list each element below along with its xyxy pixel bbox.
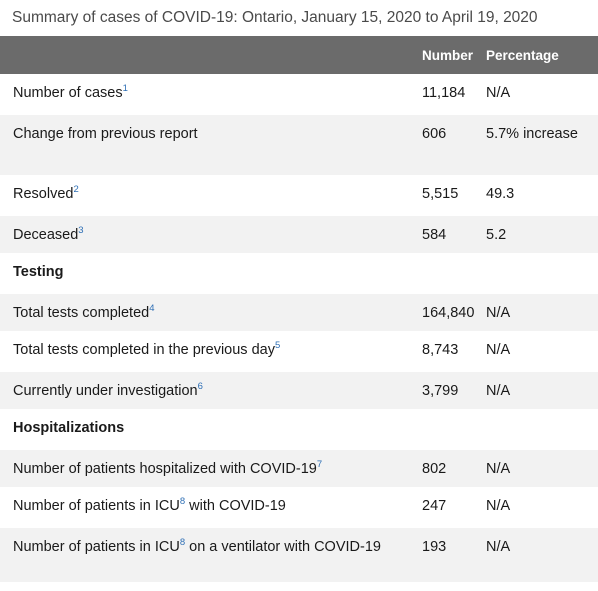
section-heading-row: Hospitalizations — [0, 409, 598, 448]
row-label: Total tests completed in the previous da… — [13, 340, 281, 358]
row-label: Currently under investigation6 — [0, 368, 411, 409]
row-label: Number of cases1 — [13, 83, 128, 101]
row-percentage: N/A — [486, 498, 511, 514]
table-row: Number of patients in ICU8 with COVID-19… — [0, 487, 598, 526]
row-number: 8,743 — [422, 342, 459, 358]
footnote-link[interactable]: 3 — [78, 224, 84, 236]
row-percentage: N/A — [485, 290, 598, 331]
footnote-link[interactable]: 2 — [73, 184, 79, 195]
footnote-link[interactable]: 6 — [197, 380, 203, 392]
row-percentage: N/A — [485, 446, 598, 487]
table-row: Deceased3 584 5.2 — [0, 212, 598, 253]
row-label: Resolved2 — [13, 184, 79, 202]
table-row: Currently under investigation6 3,799 N/A — [0, 368, 598, 409]
footnote-link[interactable]: 7 — [316, 458, 323, 470]
footnote-link[interactable]: 8 — [179, 536, 186, 548]
row-number: 606 — [411, 111, 485, 175]
footnote-link[interactable]: 1 — [122, 83, 128, 94]
header-label — [0, 36, 411, 74]
footnote-link[interactable]: 4 — [149, 302, 155, 314]
row-number: 164,840 — [411, 290, 485, 331]
row-percentage: N/A — [485, 368, 598, 409]
row-label: Number of patients hospitalized with COV… — [0, 446, 411, 487]
row-label: Deceased3 — [0, 212, 411, 253]
row-percentage: N/A — [486, 85, 511, 101]
table-row: Resolved2 5,515 49.3 — [0, 175, 598, 214]
row-number: 247 — [422, 498, 447, 514]
header-percentage: Percentage — [485, 36, 598, 74]
table-row: Number of patients hospitalized with COV… — [0, 446, 598, 487]
row-number: 5,515 — [422, 186, 459, 202]
row-percentage: 5.2 — [485, 212, 598, 253]
table-row: Total tests completed4 164,840 N/A — [0, 290, 598, 331]
row-number: 193 — [411, 524, 485, 582]
table-caption: Summary of cases of COVID-19: Ontario, J… — [12, 9, 538, 26]
row-percentage: N/A — [485, 524, 598, 582]
table-header: Number Percentage — [0, 36, 598, 74]
table-row: Number of patients in ICU8 on a ventilat… — [0, 524, 598, 582]
header-number: Number — [411, 36, 485, 74]
footnote-link[interactable]: 8 — [179, 496, 186, 507]
row-number: 11,184 — [422, 85, 466, 101]
row-label: Change from previous report — [0, 111, 411, 175]
table-row: Change from previous report 606 5.7% inc… — [0, 111, 598, 175]
row-label: Total tests completed4 — [0, 290, 411, 331]
row-number: 3,799 — [411, 368, 485, 409]
section-heading: Testing — [13, 264, 64, 280]
table-row: Number of cases1 11,184 N/A — [0, 74, 598, 113]
row-label: Number of patients in ICU8 with COVID-19 — [13, 496, 286, 514]
section-heading: Hospitalizations — [13, 420, 125, 436]
row-percentage: N/A — [486, 342, 511, 358]
row-percentage: 49.3 — [486, 186, 515, 202]
row-percentage: 5.7% increase — [485, 111, 598, 175]
footnote-link[interactable]: 5 — [274, 340, 281, 351]
covid-summary-table: Number Percentage Number of cases1 11,18… — [0, 36, 598, 582]
section-heading-row: Testing — [0, 253, 598, 292]
table-row: Total tests completed in the previous da… — [0, 331, 598, 370]
row-label: Number of patients in ICU8 on a ventilat… — [0, 524, 411, 582]
row-number: 584 — [411, 212, 485, 253]
row-number: 802 — [411, 446, 485, 487]
